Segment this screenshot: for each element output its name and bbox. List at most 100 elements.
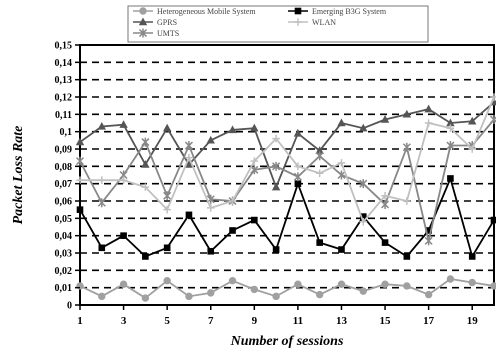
- data-point-0-15: [404, 283, 410, 289]
- data-point-4-12: [338, 159, 346, 167]
- legend-label-0: Heterogeneous Mobile System: [157, 7, 256, 16]
- x-axis-title: Number of sessions: [230, 334, 344, 349]
- data-point-1-0: [77, 206, 84, 213]
- data-point-3-5: [185, 141, 192, 150]
- legend-label-2: GPRS: [157, 18, 177, 27]
- data-point-4-15: [403, 197, 411, 205]
- data-point-0-1: [99, 293, 105, 299]
- data-point-3-19: [491, 115, 496, 124]
- series-0: [77, 276, 496, 301]
- y-tick-label-3: 0,03: [55, 249, 73, 260]
- data-point-0-19: [491, 283, 496, 289]
- data-point-0-9: [273, 293, 279, 299]
- y-tick-label-15: 0,15: [55, 41, 73, 52]
- series-3: [77, 115, 496, 245]
- x-tick-label-2: 5: [164, 315, 170, 327]
- data-point-0-12: [338, 281, 344, 287]
- series-line-3: [80, 120, 494, 241]
- y-tick-label-14: 0,14: [55, 58, 73, 69]
- data-point-0-14: [382, 281, 388, 287]
- data-point-1-10: [295, 180, 302, 187]
- x-tick-label-6: 13: [336, 315, 348, 327]
- data-point-0-11: [316, 291, 322, 297]
- data-point-4-6: [207, 204, 215, 212]
- data-point-1-9: [273, 246, 280, 253]
- data-point-4-1: [98, 176, 106, 184]
- series-4: [76, 93, 496, 225]
- data-point-1-8: [251, 217, 258, 224]
- y-tick-label-1: 0,01: [55, 283, 73, 294]
- data-point-2-4: [163, 124, 171, 132]
- legend-label-3: UMTS: [157, 29, 179, 38]
- y-tick-label-13: 0,13: [55, 75, 73, 86]
- y-tick-label-5: 0,05: [55, 214, 73, 225]
- x-tick-label-9: 19: [467, 315, 479, 327]
- data-point-0-7: [229, 278, 235, 284]
- data-point-2-0: [76, 138, 84, 146]
- data-point-1-19: [491, 217, 496, 224]
- y-tick-label-7: 0,07: [55, 179, 73, 190]
- legend: Heterogeneous Mobile System Emerging B3G …: [128, 6, 428, 42]
- data-point-0-2: [120, 281, 126, 287]
- data-point-0-3: [142, 295, 148, 301]
- legend-marker-0: [140, 8, 146, 14]
- data-point-0-13: [360, 288, 366, 294]
- data-point-4-11: [316, 169, 324, 177]
- data-point-4-0: [76, 176, 84, 184]
- data-point-1-17: [447, 175, 454, 182]
- data-point-3-4: [164, 191, 171, 200]
- data-point-1-14: [382, 239, 389, 246]
- legend-label-1: Emerging B3G System: [312, 7, 387, 16]
- x-tick-label-4: 9: [252, 315, 258, 327]
- y-axis-title: Packet Loss Rate: [11, 126, 26, 225]
- y-tick-label-9: 0,09: [55, 145, 73, 156]
- x-tick-label-5: 11: [293, 315, 303, 327]
- data-point-1-18: [469, 253, 476, 260]
- data-point-0-6: [208, 290, 214, 296]
- y-tick-label-11: 0,11: [55, 110, 72, 121]
- y-tick-label-8: 0,08: [55, 162, 73, 173]
- data-point-3-11: [316, 151, 323, 160]
- y-tick-label-0: 0: [67, 301, 72, 312]
- data-point-3-0: [77, 157, 84, 166]
- y-tick-label-2: 0,02: [55, 266, 73, 277]
- series-line-1: [80, 178, 494, 256]
- data-point-1-6: [207, 248, 214, 255]
- data-point-3-3: [142, 138, 149, 147]
- data-point-0-4: [164, 278, 170, 284]
- data-point-1-15: [404, 253, 411, 260]
- data-point-3-14: [382, 200, 389, 209]
- data-point-1-7: [229, 227, 236, 234]
- data-point-0-18: [469, 279, 475, 285]
- y-tick-label-4: 0,04: [55, 231, 73, 242]
- data-point-3-15: [403, 143, 410, 152]
- data-point-0-17: [447, 276, 453, 282]
- legend-label-4: WLAN: [312, 18, 336, 27]
- data-point-1-5: [186, 212, 193, 219]
- data-point-2-10: [294, 129, 302, 137]
- data-point-1-1: [98, 245, 105, 252]
- data-point-1-12: [338, 246, 345, 253]
- data-point-3-10: [294, 172, 301, 181]
- data-point-1-2: [120, 232, 127, 239]
- data-point-0-5: [186, 293, 192, 299]
- data-point-2-16: [424, 105, 432, 113]
- data-point-0-10: [295, 281, 301, 287]
- data-point-3-1: [98, 198, 105, 207]
- y-tick-label-10: 0,1: [60, 127, 73, 138]
- data-point-0-8: [251, 286, 257, 292]
- x-tick-label-8: 17: [423, 315, 435, 327]
- data-point-3-16: [425, 236, 432, 245]
- series-2: [76, 98, 496, 191]
- data-point-2-12: [337, 119, 345, 127]
- x-tick-label-0: 1: [77, 315, 83, 327]
- y-axis-ticks: 0 0,01 0,02 0,03 0,04 0,05 0,06 0,07 0,08 0,09 0,1…: [55, 41, 81, 312]
- x-tick-label-1: 3: [121, 315, 127, 327]
- x-tick-label-3: 7: [208, 315, 214, 327]
- x-tick-label-7: 15: [380, 315, 392, 327]
- data-point-0-16: [425, 291, 431, 297]
- y-tick-label-6: 0,06: [55, 197, 73, 208]
